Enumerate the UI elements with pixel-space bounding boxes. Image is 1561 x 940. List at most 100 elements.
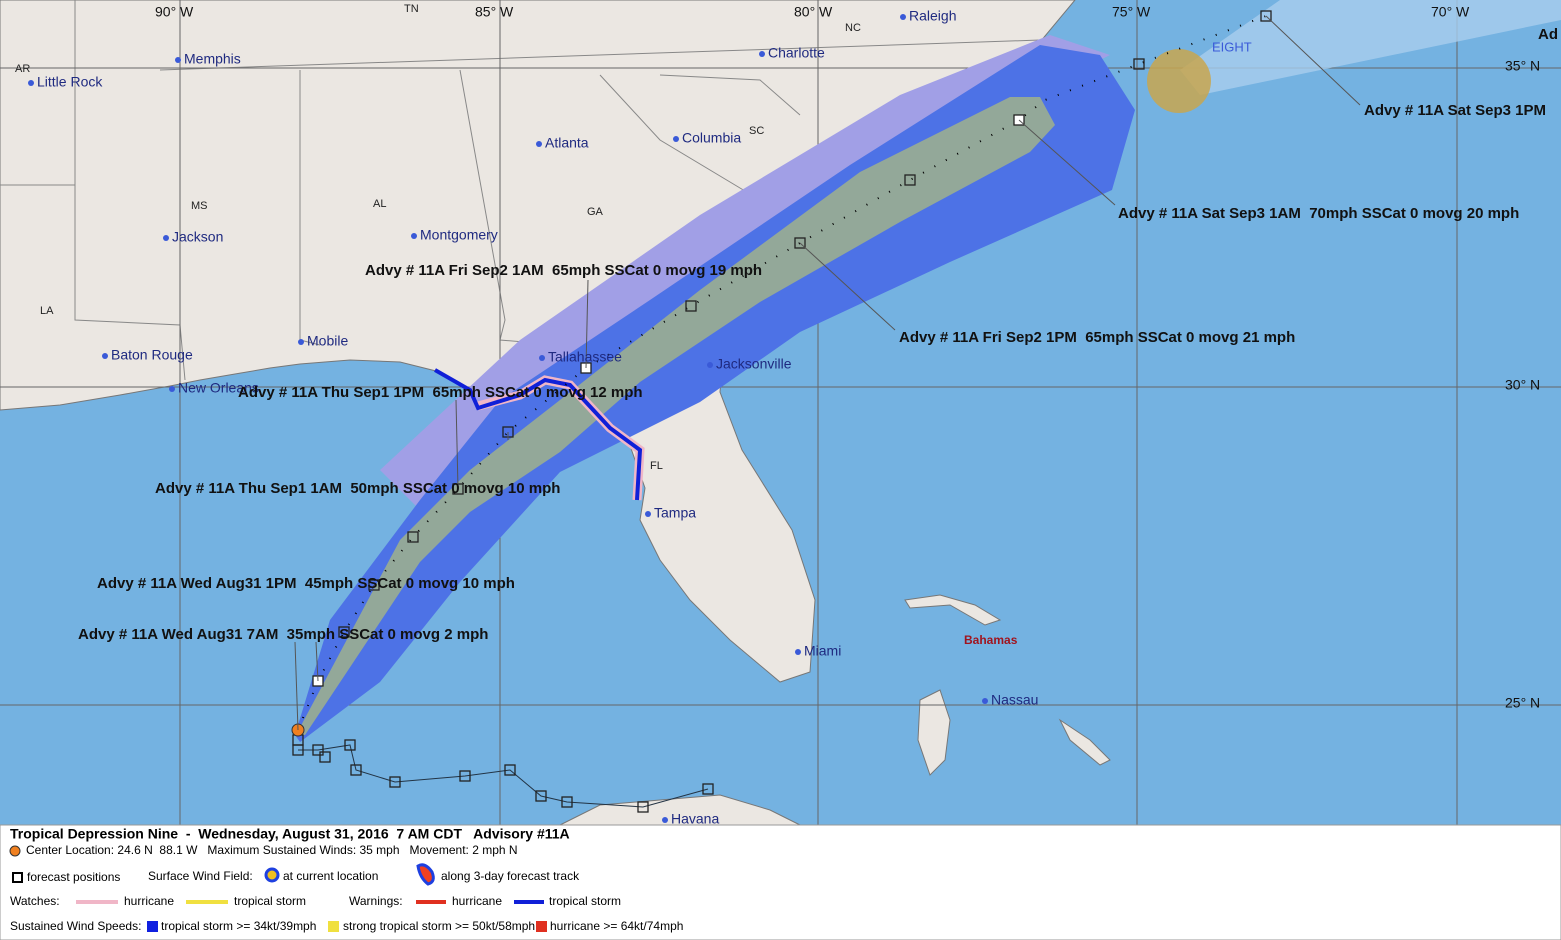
- state-label: AR: [15, 63, 30, 75]
- leader-line: [294, 641, 299, 731]
- legend-text: along 3-day forecast track: [441, 869, 580, 883]
- lon-label: 80° W: [794, 4, 833, 20]
- position-marker: [535, 790, 547, 802]
- city-label: Havana: [671, 811, 719, 827]
- state-label: MS: [191, 200, 208, 212]
- eight-cone: [1180, 0, 1561, 95]
- city-label: Jacksonville: [716, 356, 792, 372]
- legend-text: at current location: [283, 869, 378, 883]
- legend-panel: [0, 824, 1561, 940]
- legend-text: hurricane: [124, 894, 174, 908]
- legend-info: Center Location: 24.6 N 88.1 W Maximum S…: [26, 843, 518, 857]
- position-marker: [561, 796, 573, 808]
- city-label: Atlanta: [545, 135, 589, 151]
- position-marker: [702, 783, 714, 795]
- city-label: Charlotte: [768, 45, 825, 61]
- leader-line: [585, 279, 589, 369]
- city-dot: [759, 51, 765, 57]
- city-dot: [645, 511, 651, 517]
- city-dot: [102, 353, 108, 359]
- city-dot: [673, 136, 679, 142]
- city-dot: [536, 141, 542, 147]
- state-label: GA: [587, 206, 604, 218]
- legend-text: Watches:: [10, 894, 60, 908]
- legend-text: strong tropical storm >= 50kt/58mph: [343, 919, 535, 933]
- advisory-label: Advy # 11A Fri Sep2 1AM 65mph SSCat 0 mo…: [365, 262, 762, 279]
- city-label: Little Rock: [37, 74, 103, 90]
- position-marker: [368, 579, 380, 591]
- legend-text: Warnings:: [349, 894, 403, 908]
- advisory-label: Advy # 11A Sat Sep3 1PM: [1364, 102, 1546, 119]
- state-label: NC: [845, 22, 861, 34]
- leader-line: [799, 242, 896, 331]
- legend-title: Tropical Depression Nine - Wednesday, Au…: [10, 826, 570, 842]
- borders: [0, 0, 1041, 381]
- legend-text: hurricane >= 64kt/74mph: [550, 919, 683, 933]
- city-label: Nassau: [991, 692, 1038, 708]
- eight-wind-field: [1147, 49, 1211, 113]
- position-marker: [292, 744, 304, 756]
- leader-line: [1265, 15, 1361, 106]
- city-label: Mobile: [307, 333, 348, 349]
- city-dot: [298, 339, 304, 345]
- state-label: LA: [40, 305, 54, 317]
- ts-warning: [434, 368, 643, 501]
- position-marker: [319, 751, 331, 763]
- lon-label: 90° W: [155, 4, 194, 20]
- swatch: [328, 921, 339, 932]
- position-marker: [312, 744, 324, 756]
- leader-line: [371, 584, 375, 591]
- bahamas-islands: [904, 594, 1111, 776]
- position-marker: [1260, 10, 1272, 22]
- city-label: Montgomery: [420, 227, 498, 243]
- swatch: [536, 921, 547, 932]
- state-label: SC: [749, 125, 764, 137]
- city-dot: [175, 57, 181, 63]
- position-marker: [350, 764, 362, 776]
- legend-text: Sustained Wind Speeds:: [10, 919, 141, 933]
- position-marker: [1133, 58, 1145, 70]
- city-dot: [707, 362, 713, 368]
- city-label: Baton Rouge: [111, 347, 193, 363]
- position-marker: [637, 801, 649, 813]
- city-dot: [539, 355, 545, 361]
- position-marker: [338, 626, 350, 638]
- leader-line: [315, 641, 319, 682]
- city-label: Columbia: [682, 130, 741, 146]
- city-dot: [982, 698, 988, 704]
- state-label: AL: [373, 198, 386, 210]
- position-marker: [504, 764, 516, 776]
- legend-text: forecast positions: [27, 870, 120, 884]
- city-dot: [163, 235, 169, 241]
- leader-line: [1018, 119, 1116, 206]
- lon-label: 85° W: [475, 4, 514, 20]
- advisory-label: Advy # 11A Thu Sep1 1PM 65mph SSCat 0 mo…: [238, 384, 643, 401]
- storm-label: EIGHT: [1212, 39, 1252, 54]
- forecast-cone: [296, 97, 1055, 735]
- legend-text: tropical storm >= 34kt/39mph: [161, 919, 316, 933]
- legend-text: tropical storm: [234, 894, 306, 908]
- city-label: Jackson: [172, 229, 223, 245]
- city-dot: [795, 649, 801, 655]
- position-marker: [904, 174, 916, 186]
- grid: [0, 0, 1561, 825]
- legend-text: hurricane: [452, 894, 502, 908]
- city-label: Memphis: [184, 51, 241, 67]
- past-track: [298, 744, 709, 808]
- wind-icon: [264, 867, 280, 883]
- track-icon: [416, 863, 435, 886]
- position-marker: [685, 300, 697, 312]
- swatch: [147, 921, 158, 932]
- city-label: New Orleans: [178, 380, 259, 396]
- lat-label: 35° N: [1505, 58, 1540, 74]
- city-label: Raleigh: [909, 8, 956, 24]
- advisory-label: Advy # 11A Sat Sep3 1AM 70mph SSCat 0 mo…: [1118, 205, 1519, 222]
- lon-label: 75° W: [1112, 4, 1151, 20]
- city-label: Tallahassee: [548, 349, 622, 365]
- city-dot: [900, 14, 906, 20]
- state-label: TN: [404, 3, 419, 15]
- advisory-label: Advy # 11A Fri Sep2 1PM 65mph SSCat 0 mo…: [899, 329, 1295, 346]
- city-dot: [662, 817, 668, 823]
- advisory-label: Advy # 11A Wed Aug31 7AM 35mph SSCat 0 m…: [78, 626, 488, 643]
